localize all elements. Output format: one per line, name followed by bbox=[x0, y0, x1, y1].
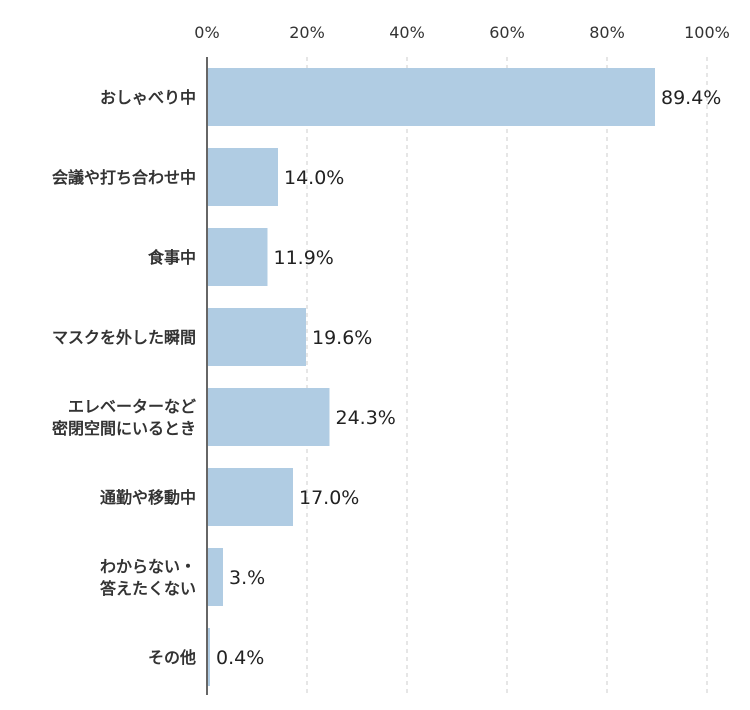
value-label: 89.4% bbox=[661, 87, 721, 109]
gridlines bbox=[306, 57, 708, 695]
bar bbox=[208, 308, 306, 366]
bar bbox=[208, 228, 268, 286]
bar bbox=[208, 548, 223, 606]
category-label: エレベーターなど bbox=[68, 397, 196, 416]
x-tick-label: 0% bbox=[194, 23, 219, 42]
category-label: 通勤や移動中 bbox=[100, 488, 196, 507]
category-label: 食事中 bbox=[147, 248, 196, 267]
value-label: 0.4% bbox=[216, 647, 264, 669]
value-label: 14.0% bbox=[284, 167, 344, 189]
category-label: 答えたくない bbox=[100, 579, 196, 598]
value-label: 11.9% bbox=[274, 247, 334, 269]
bar bbox=[208, 148, 278, 206]
x-tick-label: 100% bbox=[684, 23, 730, 42]
bar bbox=[208, 388, 330, 446]
category-label: 密閉空間にいるとき bbox=[51, 419, 196, 438]
category-label: その他 bbox=[148, 648, 196, 667]
x-axis-tick-labels: 0% 20% 40% 60% 80% 100% bbox=[194, 23, 730, 42]
value-label: 19.6% bbox=[312, 327, 372, 349]
value-label: 17.0% bbox=[299, 487, 359, 509]
x-tick-label: 60% bbox=[489, 23, 525, 42]
bar bbox=[208, 468, 293, 526]
bars bbox=[208, 68, 655, 686]
category-labels: おしゃべり中会議や打ち合わせ中食事中マスクを外した瞬間エレベーターなど密閉空間に… bbox=[51, 88, 196, 667]
bar bbox=[208, 628, 210, 686]
category-label: マスクを外した瞬間 bbox=[52, 328, 196, 347]
bar bbox=[208, 68, 655, 126]
category-label: 会議や打ち合わせ中 bbox=[52, 168, 196, 187]
x-tick-label: 20% bbox=[289, 23, 325, 42]
value-label: 24.3% bbox=[336, 407, 396, 429]
x-tick-label: 40% bbox=[389, 23, 425, 42]
x-tick-label: 80% bbox=[589, 23, 625, 42]
value-label: 3.% bbox=[229, 567, 265, 589]
category-label: わからない・ bbox=[100, 557, 196, 576]
category-label: おしゃべり中 bbox=[100, 88, 196, 107]
value-labels: 89.4% 14.0% 11.9% 19.6% 24.3% 17.0% 3.% 0.4% bbox=[216, 87, 721, 669]
